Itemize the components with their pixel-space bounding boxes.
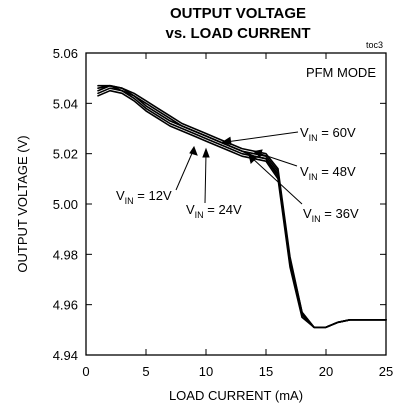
x-axis-label: LOAD CURRENT (mA) [169, 388, 303, 403]
label-vin-12: VIN = 12V [116, 188, 172, 206]
arrow-vin-24 [204, 153, 207, 204]
x-tick-label: 0 [82, 364, 89, 379]
chart-subtitle: vs. LOAD CURRENT [165, 25, 310, 42]
chart-title: OUTPUT VOLTAGE [170, 5, 306, 22]
series-group [97, 84, 387, 329]
arrow-vin-12 [175, 150, 194, 191]
annotation-arrows [175, 131, 303, 205]
arrow-head-vin-36 [248, 154, 257, 164]
label-vin-60: VIN = 60V [300, 125, 356, 143]
y-tick-label: 5.00 [53, 197, 78, 212]
arrow-vin-60 [225, 131, 299, 143]
x-tick-label: 15 [259, 364, 273, 379]
series-line-4 [97, 84, 387, 329]
y-tick-label: 5.04 [53, 96, 78, 111]
x-tick-label: 25 [379, 364, 393, 379]
figure-id: toc3 [366, 40, 383, 50]
arrow-head-vin-48 [252, 149, 263, 158]
label-vin-24: VIN = 24V [186, 202, 242, 220]
tick-marks [85, 52, 387, 356]
label-vin-48: VIN = 48V [300, 164, 356, 182]
arrow-head-vin-60 [220, 136, 232, 146]
arrow-vin-48 [257, 152, 298, 167]
x-tick-label: 10 [199, 364, 213, 379]
y-tick-label: 4.96 [53, 298, 78, 313]
arrow-head-vin-12 [189, 145, 198, 156]
y-tick-label: 4.98 [53, 247, 78, 262]
arrow-vin-36 [251, 157, 303, 205]
y-tick-label: 4.94 [53, 348, 78, 363]
tick-labels: 0 5 10 15 20 25 4.94 4.96 4.98 5.00 5.02 5.04 5.06 [53, 46, 394, 379]
mode-label: PFM MODE [306, 65, 376, 80]
label-vin-36: VIN = 36V [303, 206, 359, 224]
x-tick-label: 5 [142, 364, 149, 379]
y-tick-label: 5.06 [53, 46, 78, 61]
x-tick-label: 20 [319, 364, 333, 379]
y-tick-label: 5.02 [53, 147, 78, 162]
arrow-head-vin-24 [202, 147, 210, 158]
y-axis-label: OUTPUT VOLTAGE (V) [15, 135, 30, 272]
